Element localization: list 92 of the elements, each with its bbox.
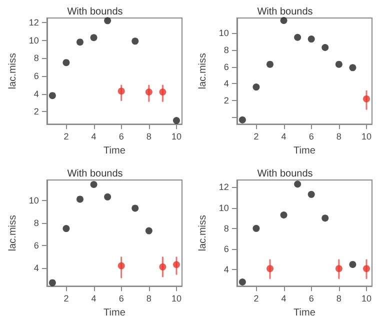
x-tick-label: 2: [64, 132, 69, 142]
y-tick-label: 6: [34, 240, 39, 250]
point: [104, 17, 112, 24]
point: [118, 88, 125, 95]
point: [266, 60, 274, 68]
y-axis-title: lac.miss: [8, 214, 18, 251]
point: [48, 92, 56, 100]
y-tick-label: 12: [28, 17, 39, 28]
point: [159, 262, 166, 270]
x-axis-title: Time: [104, 307, 126, 318]
point: [62, 224, 70, 232]
x-tick-label: 10: [361, 293, 372, 304]
y-axis-title: lac.miss: [198, 214, 208, 251]
x-tick-label: 8: [336, 132, 342, 142]
point: [172, 117, 180, 124]
x-tick-label: 10: [361, 132, 372, 142]
chart-title: With bounds: [67, 168, 123, 179]
point: [362, 95, 370, 102]
point: [349, 260, 356, 268]
chart-title: With bounds: [67, 6, 123, 18]
point: [335, 264, 342, 272]
y-tick-label: 2: [34, 106, 39, 117]
point: [335, 60, 342, 68]
y-axis-title: lac.miss: [198, 52, 208, 90]
point: [280, 17, 288, 24]
x-tick-label: 2: [254, 132, 259, 142]
x-axis-title: Time: [294, 146, 316, 156]
x-tick-label: 6: [118, 293, 124, 304]
point: [322, 44, 329, 51]
point: [308, 36, 315, 43]
point: [118, 262, 125, 269]
x-tick-label: 2: [254, 293, 259, 304]
x-tick-label: 2: [64, 293, 69, 304]
point: [308, 190, 315, 198]
y-tick-label: 10: [218, 202, 229, 212]
y-tick-label: 8: [224, 45, 229, 55]
point: [76, 38, 84, 46]
point: [238, 278, 246, 285]
point: [90, 180, 98, 188]
point: [132, 38, 139, 45]
x-tick-label: 8: [336, 293, 342, 304]
y-tick-label: 8: [34, 217, 39, 228]
point: [294, 34, 302, 41]
point: [280, 211, 288, 218]
x-tick-label: 8: [146, 132, 152, 142]
point: [238, 116, 246, 124]
point: [104, 192, 112, 200]
x-tick-label: 6: [118, 132, 124, 142]
x-tick-label: 6: [308, 132, 314, 142]
y-tick-label: 6: [224, 244, 229, 254]
x-tick-label: 4: [91, 132, 96, 142]
y-tick-label: 12: [218, 182, 229, 192]
y-axis-title: lac.miss: [8, 52, 18, 90]
point: [145, 226, 152, 234]
x-tick-label: 4: [281, 293, 286, 304]
y-tick-label: 6: [224, 62, 229, 72]
point: [172, 260, 180, 268]
x-tick-label: 4: [281, 132, 286, 142]
y-tick-label: 10: [28, 35, 39, 46]
y-tick-label: 4: [34, 88, 39, 99]
y-tick-label: 8: [34, 53, 39, 64]
y-tick-label: 4: [224, 78, 229, 89]
x-axis-title: Time: [104, 146, 126, 156]
x-axis-title: Time: [294, 307, 316, 318]
x-tick-label: 8: [146, 293, 152, 304]
point: [76, 195, 84, 202]
point: [62, 59, 70, 66]
point: [90, 34, 98, 42]
y-tick-label: 4: [34, 262, 39, 273]
point: [252, 224, 260, 232]
x-tick-label: 10: [171, 132, 182, 142]
y-tick-label: 8: [224, 222, 229, 233]
x-tick-label: 10: [171, 293, 182, 304]
chart-title: With bounds: [257, 6, 313, 18]
x-tick-label: 6: [308, 293, 314, 304]
point: [252, 84, 260, 91]
x-tick-label: 4: [91, 293, 96, 304]
point: [362, 264, 370, 272]
y-tick-label: 10: [28, 194, 39, 205]
chart-title: With bounds: [257, 168, 313, 179]
point: [132, 204, 139, 212]
y-tick-label: 4: [224, 264, 229, 274]
y-tick-label: 2: [224, 96, 229, 106]
point: [322, 214, 329, 222]
point: [349, 64, 356, 72]
point: [294, 180, 302, 188]
point: [159, 88, 166, 96]
y-tick-label: 10: [218, 28, 229, 38]
point: [145, 88, 152, 96]
point: [48, 278, 56, 286]
point: [266, 264, 274, 272]
y-tick-label: 6: [34, 70, 39, 81]
